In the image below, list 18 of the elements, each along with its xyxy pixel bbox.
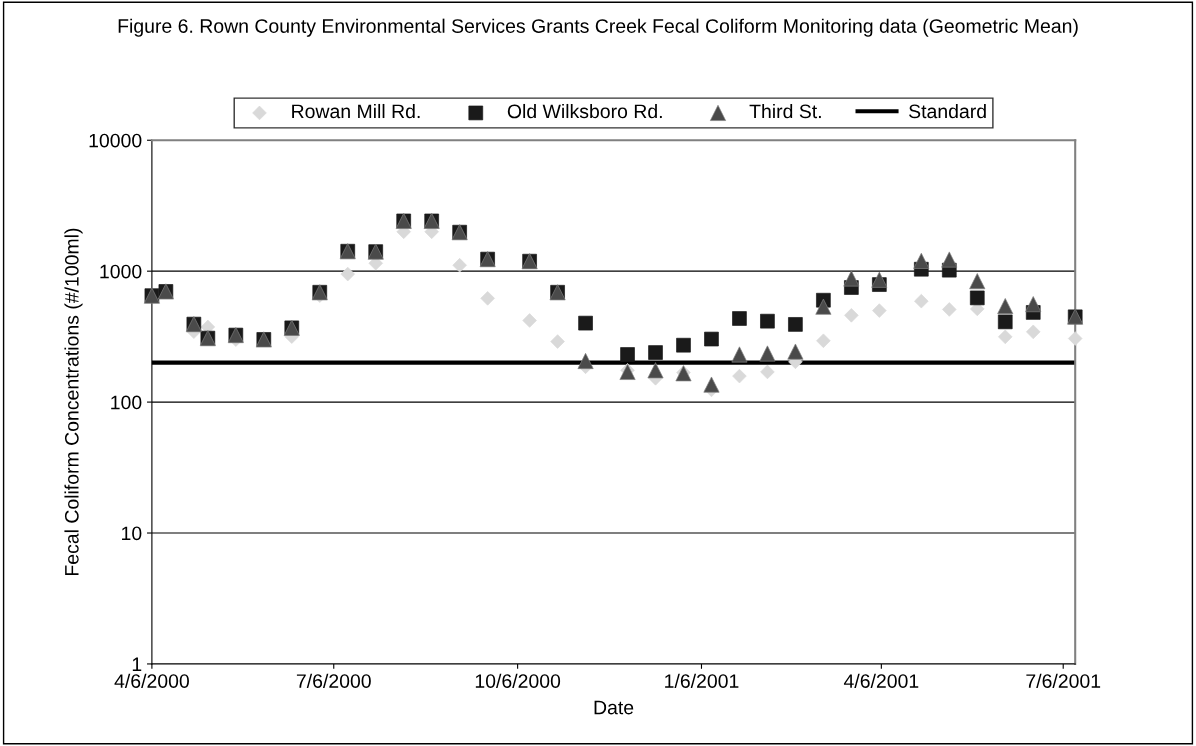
legend-label: Old Wilksboro Rd.: [507, 103, 662, 119]
x-tick-label: 4/6/2000: [114, 673, 189, 688]
legend-label: Rowan Mill Rd.: [292, 103, 420, 119]
x-tick-label: 7/6/2001: [1026, 673, 1101, 688]
x-tick-label: 10/6/2000: [475, 673, 561, 688]
y-axis-title: Fecal Coliform Concentrations (#/100ml): [64, 228, 83, 576]
y-tick-label: 1: [132, 657, 142, 671]
legend-label: Standard: [909, 103, 986, 119]
x-axis-title: Date: [594, 700, 634, 715]
y-tick-label: 10000: [89, 133, 142, 148]
y-tick-label: 100: [111, 395, 142, 410]
legend-label: Third St.: [749, 103, 821, 119]
chart-title: Figure 6. Rown County Environmental Services Grants Creek Fecal Coliform Monitoring data (Geometric Mean): [118, 18, 1078, 37]
x-tick-label: 1/6/2001: [665, 673, 739, 688]
x-tick-label: 4/6/2001: [843, 673, 919, 688]
y-tick-label: 1000: [100, 264, 142, 279]
y-tick-label: 10: [122, 526, 142, 541]
x-tick-label: 7/6/2000: [296, 673, 371, 688]
